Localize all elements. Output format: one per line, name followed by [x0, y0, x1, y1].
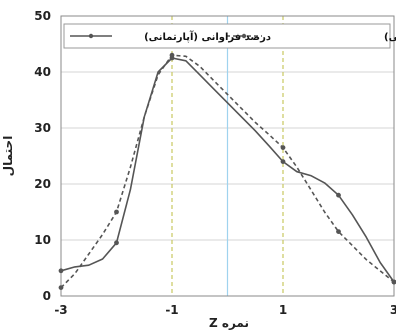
series-1-point: [391, 279, 396, 285]
y-tick-label: 40: [34, 65, 51, 79]
series-0-point: [58, 268, 64, 274]
series-1-point: [336, 229, 341, 235]
x-tick-label: -3: [54, 303, 67, 317]
y-axis-ticks: 0 10 20 30 40 50: [34, 9, 51, 303]
y-tick-label: 20: [34, 177, 51, 191]
x-tick-label: 1: [279, 303, 287, 317]
y-tick-label: 50: [34, 9, 51, 23]
plot-frame: [60, 15, 395, 297]
x-tick-label: 3: [390, 303, 396, 317]
y-tick-label: 0: [43, 289, 51, 303]
legend: درصد فراوانی (ویلایی) درصد فراوانی (آپار…: [63, 23, 396, 49]
y-tick-label: 10: [34, 233, 51, 247]
series-layer: [58, 52, 396, 290]
x-axis-ticks: -3 -1 1 3: [54, 303, 396, 317]
y-tick-label: 30: [34, 121, 51, 135]
legend-marker-villa: [88, 33, 94, 39]
series-1-point: [58, 285, 64, 290]
legend-label-apartment: درصد فراوانی (آپارتمانی): [144, 30, 271, 43]
series-1-point: [280, 145, 286, 151]
series-0-point: [280, 159, 286, 165]
legend-label-villa: درصد فراوانی (ویلایی): [384, 32, 396, 43]
reference-lines: [171, 16, 284, 296]
y-axis-title: احتمال: [1, 136, 15, 177]
series-1-point: [169, 52, 175, 58]
series-0-point: [336, 192, 341, 198]
x-axis-title: نمره Z: [209, 316, 249, 330]
x-tick-label: -1: [165, 303, 178, 317]
series-1-point: [114, 209, 119, 215]
series-0-point: [114, 240, 119, 246]
legend-marker-apartment: [241, 33, 247, 39]
